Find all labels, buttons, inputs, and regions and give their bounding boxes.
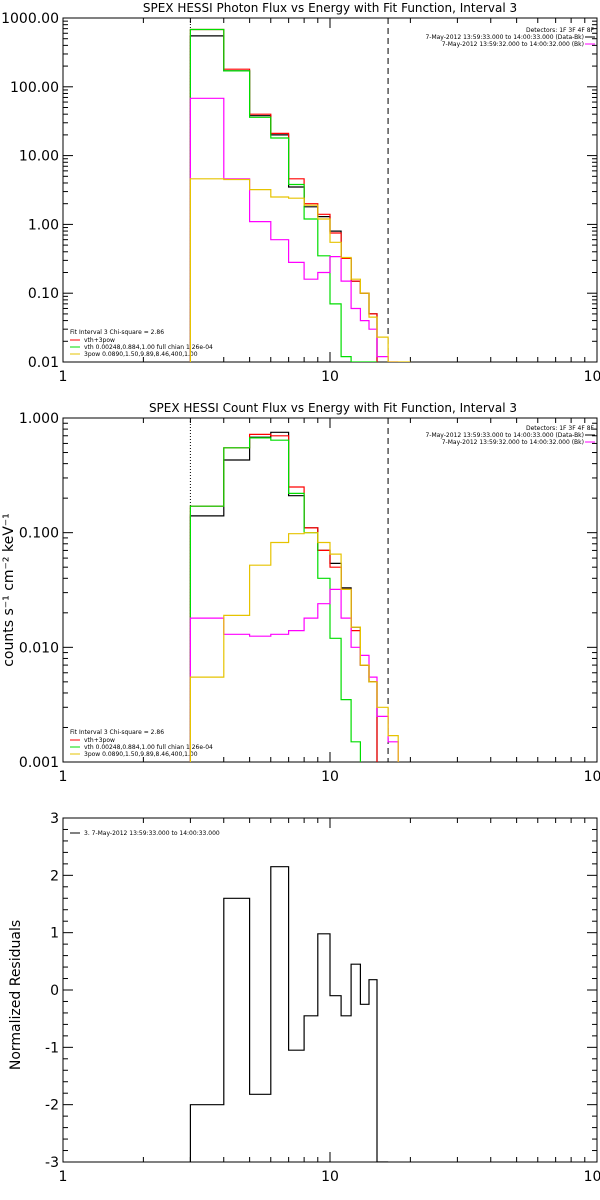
photon-legend-3pow: 3pow 0.0890,1.50,9.89,8.46,400,1.00 xyxy=(84,351,198,358)
residuals-xtick-label: 10 xyxy=(321,1169,339,1185)
photon-bk-label: 7-May-2012 13:59:32.000 to 14:00:32.000 … xyxy=(442,41,584,48)
count-flux-ytick-label: 1.000 xyxy=(19,411,59,427)
count-legend-vth: vth 0.00248,0.884,1.00 full chian 1.26e-… xyxy=(84,744,213,751)
count-flux-ylabel: counts s⁻¹ cm⁻² keV⁻¹ xyxy=(1,513,17,667)
photon-flux-ytick-label: 0.10 xyxy=(28,286,59,302)
photon-flux-ytick-label: 10.00 xyxy=(19,149,59,165)
photon-flux-ytick-label: 1.00 xyxy=(28,217,59,233)
photon-flux-xtick-label: 1 xyxy=(59,369,68,385)
count-flux-ytick-label: 0.100 xyxy=(19,526,59,542)
count-flux-series-3 xyxy=(189,588,399,762)
count-flux-ytick-label: 0.010 xyxy=(19,640,59,656)
photon-detectors-label: Detectors: 1F 3F 4F 8F xyxy=(526,27,595,34)
count-flux-series-1 xyxy=(189,433,378,762)
residuals-ytick-label: -3 xyxy=(45,1155,59,1171)
residuals-ytick-label: 3 xyxy=(50,811,59,827)
photon-flux-xtick-label: 10 xyxy=(321,369,339,385)
count-fit-interval-label: Fit Interval 3 Chi-square = 2.86 xyxy=(70,729,164,736)
photon-flux-series-4 xyxy=(189,178,411,362)
photon-flux-ytick-label: 0.01 xyxy=(28,355,59,371)
count-flux-title: SPEX HESSI Count Flux vs Energy with Fit… xyxy=(149,401,517,415)
photon-flux-series-3 xyxy=(189,97,399,362)
photon-flux-series-0 xyxy=(189,35,378,362)
count-bk-label: 7-May-2012 13:59:32.000 to 14:00:32.000 … xyxy=(442,439,584,446)
count-legend-total: vth+3pow xyxy=(84,737,115,744)
residuals-panel: Normalized Residuals 3. 7-May-2012 13:59… xyxy=(8,811,600,1185)
photon-legend-vth: vth 0.00248,0.884,1.00 full chian 1.26e-… xyxy=(84,344,213,351)
count-flux-panel: SPEX HESSI Count Flux vs Energy with Fit… xyxy=(1,401,600,785)
photon-legend-total: vth+3pow xyxy=(84,337,115,344)
count-legend-3pow: 3pow 0.0890,1.50,9.89,8.46,400,1.00 xyxy=(84,751,198,758)
count-flux-xtick-label: 1 xyxy=(59,769,68,785)
count-flux-series-4 xyxy=(189,532,399,762)
photon-flux-title: SPEX HESSI Photon Flux vs Energy with Fi… xyxy=(143,1,517,15)
photon-flux-panel: SPEX HESSI Photon Flux vs Energy with Fi… xyxy=(1,1,600,385)
residuals-ytick-label: 1 xyxy=(50,926,59,942)
photon-flux-plot-frame xyxy=(62,17,598,363)
photon-flux-xtick-label: 100 xyxy=(584,369,600,385)
residuals-ylabel: Normalized Residuals xyxy=(8,920,24,1070)
residuals-ytick-label: -1 xyxy=(45,1040,59,1056)
count-data-bk-label: 7-May-2012 13:59:33.000 to 14:00:33.000 … xyxy=(425,432,584,439)
residuals-legend-label: 3. 7-May-2012 13:59:33.000 to 14:00:33.0… xyxy=(84,830,220,837)
photon-fit-interval-label: Fit Interval 3 Chi-square = 2.86 xyxy=(70,329,164,336)
count-flux-xtick-label: 10 xyxy=(321,769,339,785)
residuals-xtick-label: 100 xyxy=(584,1169,600,1185)
residuals-ytick-label: -2 xyxy=(45,1098,59,1114)
count-detectors-label: Detectors: 1F 3F 4F 8F xyxy=(526,425,595,432)
photon-flux-ytick-label: 100.00 xyxy=(10,80,59,96)
count-flux-xtick-label: 100 xyxy=(584,769,600,785)
photon-flux-series-2 xyxy=(189,28,377,362)
count-flux-series-0 xyxy=(189,431,378,762)
photon-flux-series-1 xyxy=(189,28,378,362)
residuals-xtick-label: 1 xyxy=(59,1169,68,1185)
photon-data-bk-label: 7-May-2012 13:59:33.000 to 14:00:33.000 … xyxy=(425,34,584,41)
residuals-ytick-label: 2 xyxy=(50,868,59,884)
count-flux-ytick-label: 0.001 xyxy=(19,755,59,771)
count-flux-series-2 xyxy=(189,437,361,762)
photon-flux-ytick-label: 1000.00 xyxy=(1,11,59,27)
residuals-series-0 xyxy=(189,866,389,1162)
residuals-ytick-label: 0 xyxy=(50,983,59,999)
